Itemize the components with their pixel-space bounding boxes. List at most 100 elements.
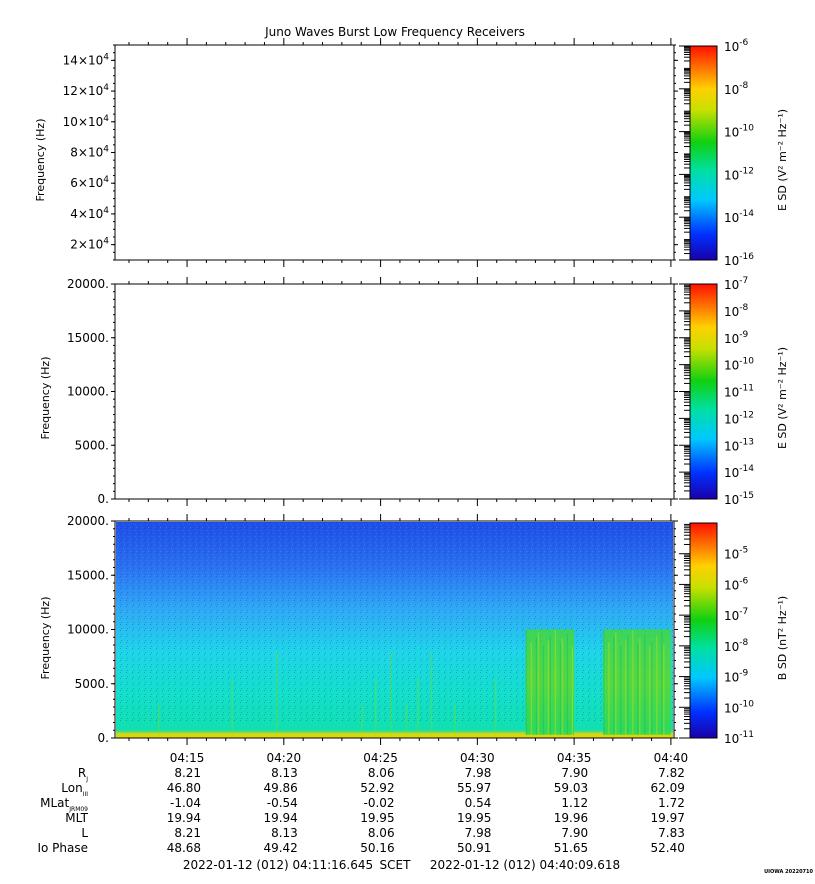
panel-bottom: 0. 5000. 10000. 15000. 20000. Frequency (Hz)… xyxy=(39,514,789,746)
ephemeris-value: 8.06 xyxy=(368,826,395,840)
y-tick-label: 12×104 xyxy=(63,83,110,98)
y-tick-label: 20000. xyxy=(67,277,109,291)
colorbar-tick-label: 10-11 xyxy=(724,384,754,400)
ephemeris-value: 8.13 xyxy=(271,826,298,840)
colorbar-tick-label: 10-12 xyxy=(724,410,754,426)
ephemeris-value: 8.13 xyxy=(271,766,298,780)
colorbar-tick-label: 10-5 xyxy=(724,546,748,562)
panel-top-ylabel: Frequency (Hz) xyxy=(34,119,47,202)
time-tick-label: 04:20 xyxy=(267,751,302,765)
ephemeris-value: 7.98 xyxy=(465,826,492,840)
colorbar-top xyxy=(689,45,718,261)
time-axis-labels: 04:15 04:20 04:25 04:30 04:35 04:40 xyxy=(170,751,688,765)
ephemeris-value: 52.92 xyxy=(360,781,394,795)
time-tick-label: 04:30 xyxy=(460,751,495,765)
ephemeris-value: 0.54 xyxy=(465,796,492,810)
y-tick-label: 2×104 xyxy=(70,237,109,252)
ephemeris-value: -0.54 xyxy=(267,796,298,810)
burst-streak xyxy=(559,643,562,735)
burst-streak xyxy=(639,638,641,735)
colorbar-tick-label: 10-10 xyxy=(724,357,754,373)
colorbar-tick-label: 10-6 xyxy=(724,576,749,592)
streak xyxy=(361,705,363,738)
ephemeris-value: 49.86 xyxy=(263,781,297,795)
ephemeris-value: 7.82 xyxy=(658,766,685,780)
colorbar-middle xyxy=(689,283,718,500)
panel-bottom-x-ticks xyxy=(128,514,672,745)
ephemeris-value: 7.90 xyxy=(561,826,588,840)
ephemeris-value: 19.94 xyxy=(263,811,297,825)
colorbar-tick-label: 10-8 xyxy=(724,81,749,97)
colorbar-tick-label: 10-8 xyxy=(724,638,749,654)
y-tick-label: 15000. xyxy=(67,331,109,345)
ephemeris-value: 59.03 xyxy=(554,781,588,795)
panel-top-frame xyxy=(114,44,675,261)
streak xyxy=(405,705,408,738)
panel-middle-ylabel: Frequency (Hz) xyxy=(39,357,52,440)
burst-streak xyxy=(549,635,552,735)
burst-streak xyxy=(547,640,550,735)
ephemeris-value: 49.42 xyxy=(263,841,297,855)
ephemeris-value: 48.68 xyxy=(167,841,201,855)
colorbar-middle-ticks: 10-7 10-8 10-9 10-10 10-11 10-12 10-13 10-14 10-… xyxy=(679,276,754,507)
burst-streak xyxy=(627,635,629,735)
panel-bottom-y-ticks: 0. 5000. 10000. 15000. 20000. xyxy=(67,514,678,745)
figure-title: Juno Waves Burst Low Frequency Receivers xyxy=(264,25,525,39)
ephemeris-value: -1.04 xyxy=(170,796,201,810)
burst-streak xyxy=(525,629,528,735)
time-tick-label: 04:40 xyxy=(654,751,689,765)
colorbar-tick-label: 10-14 xyxy=(724,209,754,225)
burst-streak xyxy=(566,633,569,735)
panel-top-x-ticks xyxy=(128,38,672,267)
colorbar-tick-label: 10-9 xyxy=(724,330,749,346)
ephemeris-value: 50.16 xyxy=(360,841,394,855)
ephemeris-value: 19.97 xyxy=(651,811,685,825)
footer-start: 2022-01-12 (012) 04:11:16.645 xyxy=(183,858,373,872)
burst-streak xyxy=(644,633,646,735)
burst-streak xyxy=(571,646,574,735)
time-tick-label: 04:35 xyxy=(557,751,592,765)
colorbar-tick-label: 10-8 xyxy=(724,303,749,319)
burst-streak xyxy=(535,637,538,735)
ephemeris-value: 7.90 xyxy=(561,766,588,780)
y-tick-label: 10×104 xyxy=(63,114,110,129)
colorbar-bottom-label: B SD (nT² Hz⁻¹) xyxy=(776,596,789,680)
y-tick-label: 15000. xyxy=(67,568,109,582)
ephemeris-table: RJ 8.21 8.13 8.06 7.98 7.90 7.82 LonIII 46.80 49.… xyxy=(37,766,684,855)
panel-middle: 0. 5000. 10000. 15000. 20000. Frequency (Hz)… xyxy=(39,276,789,507)
colorbar-tick-label: 10-10 xyxy=(724,124,754,140)
panel-bottom-ylabel: Frequency (Hz) xyxy=(39,597,52,680)
ephemeris-value: 19.96 xyxy=(554,811,588,825)
colorbar-bottom xyxy=(689,522,718,739)
burst-streak xyxy=(615,632,617,735)
colorbar-tick-label: 10-7 xyxy=(724,276,748,292)
panel-top-y-ticks: 2×104 4×104 6×104 8×104 10×104 12×104 14×104 xyxy=(63,44,678,261)
ephemeris-value: 8.06 xyxy=(368,766,395,780)
ephemeris-value: 19.95 xyxy=(457,811,491,825)
streak xyxy=(390,651,392,738)
burst-streak xyxy=(625,640,627,735)
burst-streak xyxy=(620,645,622,735)
streak xyxy=(276,651,278,738)
ephemeris-row-label: L xyxy=(81,826,88,840)
ephemeris-value: 19.95 xyxy=(360,811,394,825)
streak xyxy=(494,678,497,738)
streak xyxy=(231,678,234,738)
ephemeris-value: -0.02 xyxy=(364,796,395,810)
y-tick-label: 10000. xyxy=(67,385,109,399)
panel-middle-x-ticks xyxy=(128,277,672,506)
burst-streak xyxy=(613,637,615,735)
y-tick-label: 0. xyxy=(98,731,109,745)
colorbar-tick-label: 10-7 xyxy=(724,607,748,623)
ephemeris-value: 19.94 xyxy=(167,811,201,825)
streak xyxy=(158,705,160,738)
ephemeris-value: 7.98 xyxy=(465,766,492,780)
burst-streak xyxy=(651,641,653,735)
y-tick-label: 20000. xyxy=(67,514,109,528)
ephemeris-row-label: LonIII xyxy=(61,781,88,798)
credit-text: UIOWA 20220710 xyxy=(764,869,813,875)
streak xyxy=(430,651,433,738)
colorbar-tick-label: 10-9 xyxy=(724,669,749,685)
spectrogram-noise xyxy=(116,522,673,722)
